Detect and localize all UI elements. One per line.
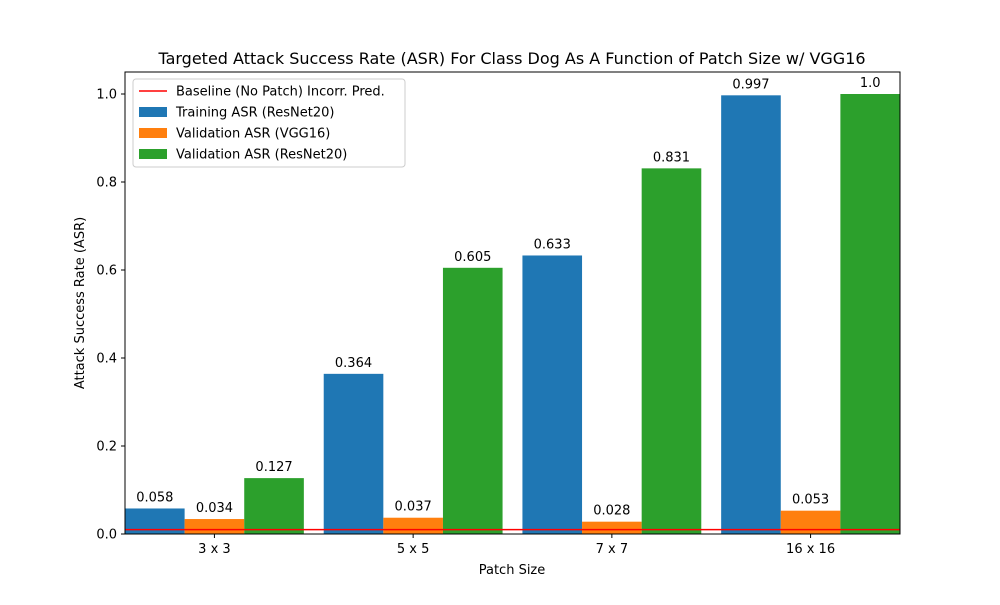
legend-label: Training ASR (ResNet20) — [175, 106, 334, 121]
bar — [522, 255, 583, 535]
legend-label: Validation ASR (ResNet20) — [176, 148, 347, 163]
bar — [244, 478, 304, 534]
x-axis-label: Patch Size — [479, 563, 546, 578]
bar-value-label: 0.997 — [732, 77, 769, 92]
bar-value-label: 0.633 — [534, 237, 571, 252]
bar-value-label: 0.058 — [136, 490, 173, 505]
legend-swatch — [139, 107, 167, 117]
legend-label: Baseline (No Patch) Incorr. Pred. — [176, 85, 385, 100]
bar — [184, 519, 245, 534]
bar — [641, 168, 702, 535]
bar — [442, 267, 503, 534]
bar-value-label: 0.028 — [593, 504, 630, 519]
x-tick-label: 7 x 7 — [596, 542, 629, 557]
bar-value-label: 0.605 — [454, 250, 491, 265]
y-axis: 0.0 0.2 0.4 0.6 0.8 1.0 — [96, 88, 125, 543]
legend-box — [132, 78, 406, 168]
bar-labels-group: 0.058 0.364 0.633 0.997 0.034 0.037 0.028 0.053… — [136, 76, 880, 519]
y-tick-label: 0.0 — [96, 528, 117, 543]
bars-group — [125, 94, 900, 535]
x-axis: 3 x 3 5 x 5 7 x 7 16 x 16 — [198, 534, 835, 557]
y-tick-label: 0.2 — [96, 440, 117, 455]
y-axis-label: Attack Success Rate (ASR) — [73, 217, 88, 389]
bar-value-label: 0.127 — [255, 460, 292, 475]
bar-value-label: 0.037 — [395, 500, 432, 515]
bar — [383, 517, 443, 534]
y-tick-label: 0.4 — [96, 352, 117, 367]
legend-label: Validation ASR (VGG16) — [176, 127, 330, 142]
bar — [582, 521, 642, 534]
legend: Baseline (No Patch) Incorr. Pred. Trainin… — [132, 78, 406, 168]
bar-value-label: 0.034 — [196, 501, 233, 516]
bar — [840, 94, 900, 534]
y-tick-label: 0.6 — [96, 264, 117, 279]
bar — [721, 95, 781, 534]
y-tick-label: 0.8 — [96, 176, 117, 191]
bar-value-label: 0.364 — [335, 356, 372, 371]
x-tick-label: 3 x 3 — [198, 542, 231, 557]
bar — [780, 510, 841, 534]
chart-title: Targeted Attack Success Rate (ASR) For C… — [157, 49, 865, 68]
y-tick-label: 1.0 — [96, 88, 117, 103]
x-tick-label: 16 x 16 — [786, 542, 835, 557]
bar-value-label: 1.0 — [860, 76, 881, 91]
plot-frame — [124, 71, 901, 535]
x-tick-label: 5 x 5 — [397, 542, 430, 557]
bar — [323, 373, 384, 534]
bar-value-label: 0.053 — [792, 493, 829, 508]
legend-swatch — [139, 128, 167, 138]
bar-value-label: 0.831 — [653, 150, 690, 165]
legend-swatch — [139, 149, 167, 159]
